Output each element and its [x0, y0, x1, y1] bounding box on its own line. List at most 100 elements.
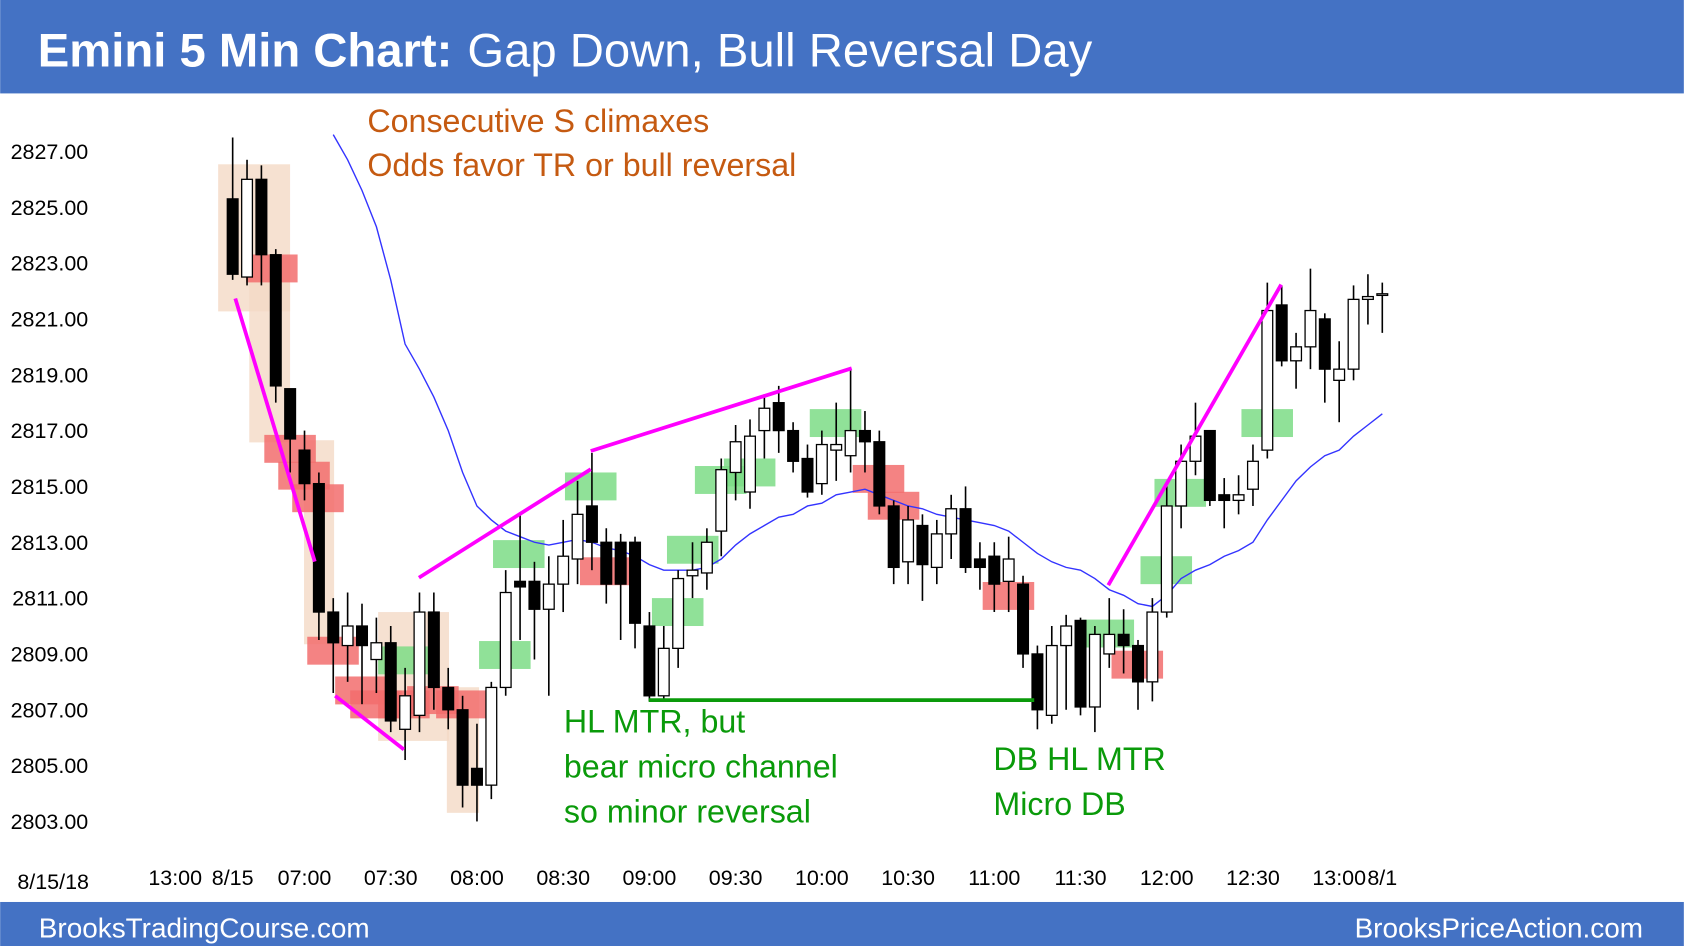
- x-tick-label: 11:00: [968, 866, 1020, 890]
- annotation-line: Micro DB: [993, 786, 1125, 822]
- candle-body: [1117, 633, 1130, 647]
- y-tick-label: 2815.00: [11, 475, 89, 499]
- candle-body: [902, 519, 915, 563]
- y-tick-label: 2823.00: [11, 252, 89, 276]
- y-tick-label: 2821.00: [11, 307, 89, 331]
- x-tick-label: 08:00: [450, 866, 504, 890]
- candle-body: [1088, 633, 1101, 708]
- candle-body: [585, 505, 598, 543]
- date-label: 8/15/18: [17, 870, 89, 894]
- footer-bar: [0, 901, 1684, 946]
- candle-body: [485, 686, 498, 786]
- y-tick-label: 2813.00: [11, 531, 89, 555]
- x-tick-label: 8/1: [1367, 866, 1397, 890]
- candle-body: [456, 709, 469, 786]
- candle-body: [959, 508, 972, 569]
- candle-body: [384, 642, 397, 722]
- candle-body: [355, 625, 369, 647]
- candle-body: [873, 441, 886, 507]
- annotation-line: bear micro channel: [564, 748, 838, 784]
- title-rest: Gap Down, Bull Reversal Day: [467, 25, 1092, 78]
- annotation: DB HL MTR Micro DB: [993, 741, 1165, 822]
- candle-body: [1160, 505, 1173, 613]
- candle-body: [643, 625, 656, 697]
- x-tick-label: 10:00: [795, 866, 849, 890]
- candle-body: [1017, 583, 1030, 655]
- x-tick-label: 07:30: [364, 866, 418, 890]
- candle-body: [427, 611, 440, 689]
- title-bold: Emini 5 Min Chart:: [38, 25, 453, 78]
- signal-box: [564, 472, 617, 501]
- y-tick-label: 2827.00: [11, 140, 89, 164]
- candle-body: [327, 611, 340, 644]
- candle-body: [528, 580, 541, 610]
- header-bar: [0, 0, 1684, 94]
- annotation: Consecutive S climaxes Odds favor TR or b…: [367, 103, 796, 183]
- candle-body: [916, 524, 929, 566]
- trend-line: [417, 467, 592, 580]
- candle-body: [413, 611, 426, 716]
- candle-body: [1376, 293, 1389, 297]
- candle-body: [1131, 644, 1145, 683]
- candle-body: [1146, 611, 1159, 683]
- moving-average: [332, 134, 1383, 608]
- x-tick-label: 12:00: [1140, 866, 1194, 890]
- trend-lines: [233, 283, 1283, 751]
- title: Emini 5 Min Chart: Gap Down, Bull Reversa…: [38, 25, 1093, 78]
- trend-line: [1106, 283, 1283, 587]
- candle-body: [973, 558, 986, 569]
- candle-body: [1333, 368, 1346, 381]
- candle-body: [1218, 494, 1231, 502]
- candle-body: [887, 505, 900, 569]
- candle-body: [514, 580, 527, 588]
- x-tick-label: 10:30: [881, 866, 935, 890]
- candle-body: [930, 533, 943, 569]
- candle-body: [341, 625, 354, 647]
- annotation-line: so minor reversal: [564, 794, 811, 830]
- x-tick-label: 09:30: [709, 866, 763, 890]
- candle-body: [557, 555, 570, 585]
- candle-body: [700, 541, 713, 574]
- candle-body: [758, 407, 771, 432]
- x-tick-label: 12:30: [1226, 866, 1280, 890]
- candle-body: [1361, 295, 1374, 301]
- candle-body: [1103, 633, 1116, 655]
- annotation-line: DB HL MTR: [993, 741, 1165, 777]
- candle-body: [844, 429, 857, 457]
- candle-body: [1203, 429, 1216, 502]
- candle-body: [715, 469, 728, 532]
- annotation-line: Odds favor TR or bull reversal: [367, 147, 796, 183]
- candle-body: [657, 647, 670, 697]
- candle-body: [284, 388, 297, 440]
- x-tick-label: 13:00: [1312, 866, 1366, 890]
- candle-body: [542, 583, 555, 610]
- candle-body: [1060, 625, 1073, 647]
- y-tick-label: 2819.00: [11, 363, 89, 387]
- candle-body: [672, 577, 685, 649]
- trend-line: [233, 297, 317, 563]
- candle-body: [600, 541, 613, 585]
- trend-line: [334, 694, 406, 751]
- candle-body: [442, 686, 455, 711]
- candle-body: [370, 642, 383, 661]
- candle-body: [1246, 460, 1259, 490]
- plot: 2803.00 2805.00 2807.00 2809.00 2811.00 2813.…: [11, 134, 1397, 890]
- candle-body: [629, 541, 642, 624]
- candle-body: [1045, 644, 1058, 716]
- candle-body: [1074, 619, 1087, 708]
- annotation-line: Consecutive S climaxes: [367, 103, 709, 139]
- y-tick-label: 2809.00: [11, 642, 89, 666]
- candle-body: [226, 198, 239, 275]
- x-tick-label: 13:00: [148, 866, 202, 890]
- x-tick-label: 08:30: [536, 866, 590, 890]
- candle-body: [255, 178, 268, 256]
- candle-body: [571, 513, 584, 560]
- candle-body: [499, 591, 512, 689]
- candle-body: [787, 429, 800, 462]
- candle-body: [686, 569, 699, 577]
- candle-body: [1031, 653, 1044, 711]
- candle-body: [858, 429, 871, 443]
- candle-body: [1304, 309, 1317, 348]
- candle-body: [815, 443, 828, 485]
